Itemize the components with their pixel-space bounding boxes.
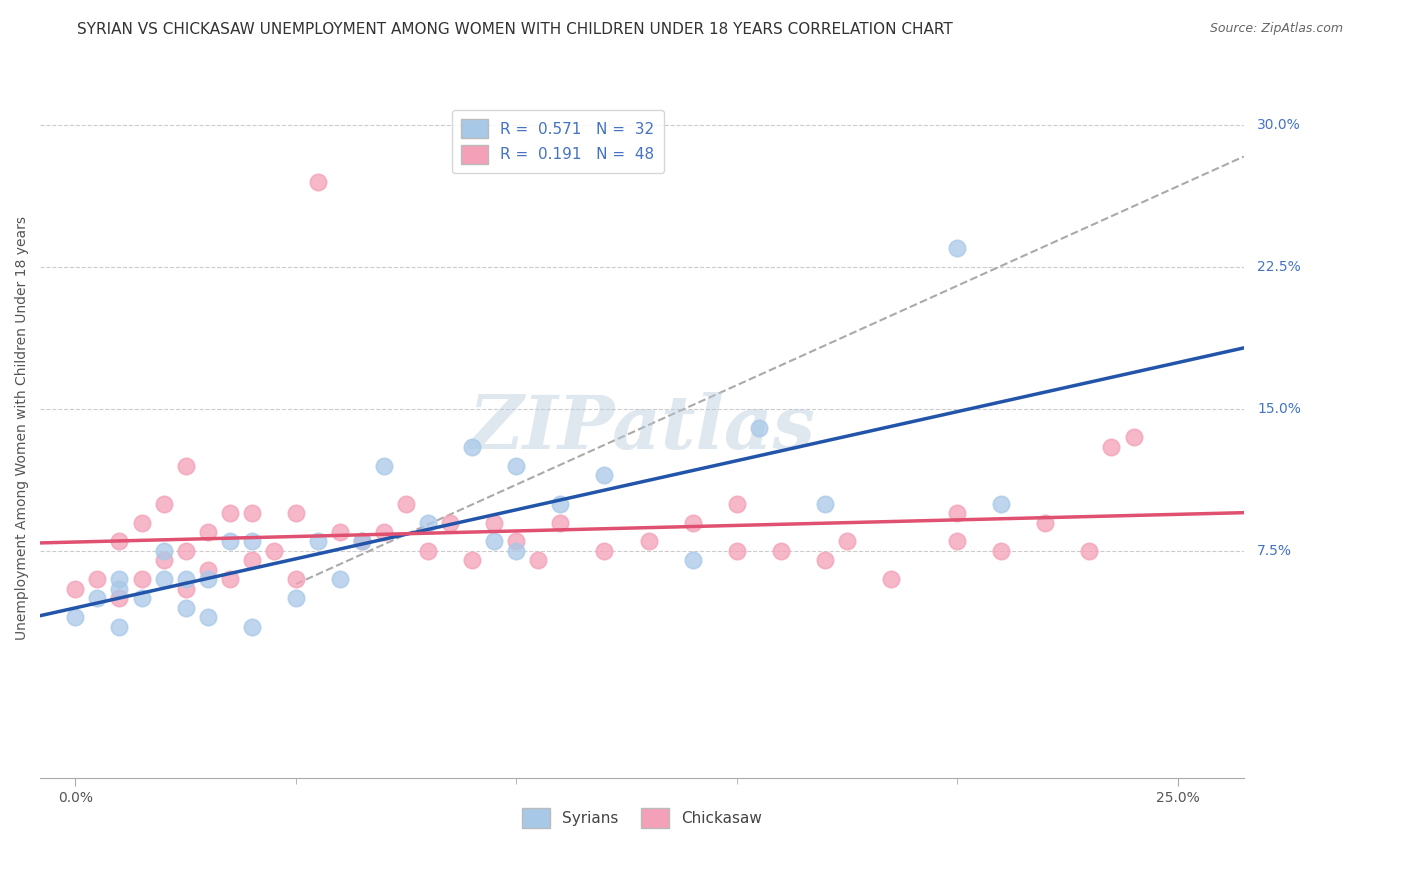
Text: ZIPatlas: ZIPatlas [468,392,815,464]
Point [505,458,527,473]
Point [197,524,219,539]
Point [174,572,197,586]
Point [682,553,704,567]
Point [131,516,153,530]
Point [835,534,858,549]
Point [814,497,837,511]
Point [373,524,395,539]
Point [682,516,704,530]
Point [946,534,969,549]
Point [946,241,969,255]
Point [593,544,616,558]
Point [307,175,329,189]
Text: 15.0%: 15.0% [1257,402,1301,416]
Point [108,582,131,596]
Point [350,534,373,549]
Point [527,553,550,567]
Point [108,572,131,586]
Point [1033,516,1056,530]
Point [505,534,527,549]
Point [550,516,572,530]
Point [65,610,87,624]
Text: SYRIAN VS CHICKASAW UNEMPLOYMENT AMONG WOMEN WITH CHILDREN UNDER 18 YEARS CORREL: SYRIAN VS CHICKASAW UNEMPLOYMENT AMONG W… [77,22,953,37]
Point [1122,430,1144,444]
Point [263,544,285,558]
Point [174,458,197,473]
Point [218,534,240,549]
Point [439,516,461,530]
Point [152,572,174,586]
Point [86,591,108,606]
Point [725,544,748,558]
Point [416,516,439,530]
Point [152,497,174,511]
Legend: Syrians, Chickasaw: Syrians, Chickasaw [516,802,768,834]
Point [990,544,1012,558]
Point [108,620,131,634]
Point [131,591,153,606]
Point [461,553,484,567]
Point [416,544,439,558]
Point [880,572,903,586]
Point [197,610,219,624]
Text: Source: ZipAtlas.com: Source: ZipAtlas.com [1209,22,1343,36]
Point [748,421,770,435]
Point [725,497,748,511]
Point [1101,440,1123,454]
Point [197,572,219,586]
Point [131,572,153,586]
Point [484,534,506,549]
Point [174,582,197,596]
Y-axis label: Unemployment Among Women with Children Under 18 years: Unemployment Among Women with Children U… [15,216,30,640]
Point [1078,544,1101,558]
Point [284,591,307,606]
Point [152,553,174,567]
Point [329,524,352,539]
Point [86,572,108,586]
Point [307,534,329,549]
Point [240,506,263,520]
Point [484,516,506,530]
Point [108,591,131,606]
Point [329,572,352,586]
Point [505,544,527,558]
Point [108,534,131,549]
Point [284,506,307,520]
Point [218,506,240,520]
Point [637,534,659,549]
Point [152,544,174,558]
Point [65,582,87,596]
Point [240,553,263,567]
Point [593,468,616,483]
Text: 30.0%: 30.0% [1257,118,1301,132]
Point [174,544,197,558]
Text: 7.5%: 7.5% [1257,544,1292,558]
Point [197,563,219,577]
Point [769,544,792,558]
Point [174,600,197,615]
Text: 22.5%: 22.5% [1257,260,1301,274]
Point [373,458,395,473]
Point [395,497,418,511]
Point [218,572,240,586]
Point [550,497,572,511]
Point [240,620,263,634]
Point [990,497,1012,511]
Point [814,553,837,567]
Point [946,506,969,520]
Point [350,534,373,549]
Point [461,440,484,454]
Point [240,534,263,549]
Point [284,572,307,586]
